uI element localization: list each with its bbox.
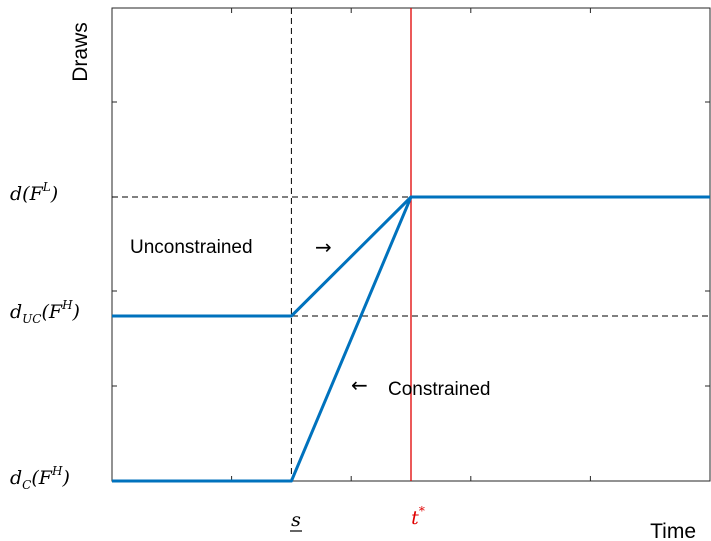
series-line-constrained bbox=[112, 195, 710, 483]
annotation-constrained-arrow: ← bbox=[351, 373, 368, 397]
annotation-unconstrained: Unconstrained bbox=[130, 237, 253, 258]
annotation-constrained: Constrained bbox=[388, 379, 490, 400]
x-axis-label: Time bbox=[650, 520, 696, 541]
y-axis-label: Draws bbox=[69, 22, 92, 82]
y-tick-label-dC: dC(FH) bbox=[10, 464, 70, 492]
annotation-unconstrained-arrow: → bbox=[315, 235, 332, 259]
x-tick-label-tstar: t* bbox=[411, 504, 425, 529]
x-tick-label-s: s bbox=[291, 509, 301, 531]
y-tick-label-dFL: d(FL) bbox=[10, 180, 58, 205]
y-tick-label-dUC: dUC(FH) bbox=[10, 298, 80, 326]
reference-lines bbox=[112, 8, 710, 481]
minor-ticks bbox=[112, 8, 710, 481]
series-lines bbox=[112, 195, 710, 483]
